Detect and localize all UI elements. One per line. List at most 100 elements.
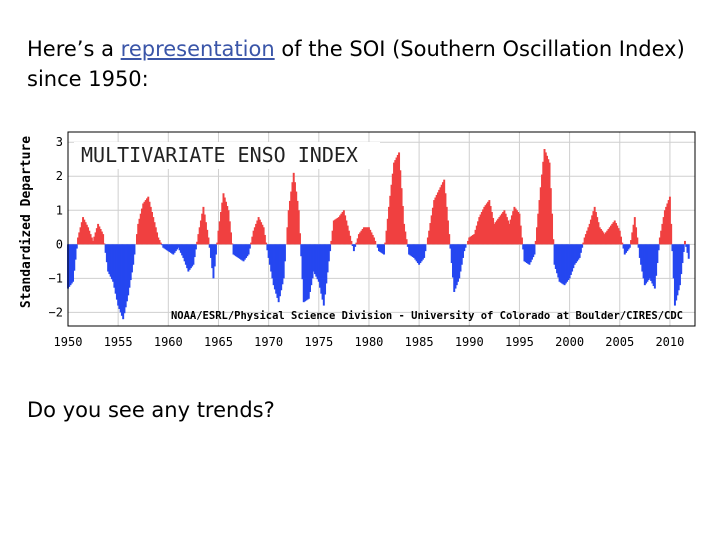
negative-index-bar bbox=[272, 244, 275, 286]
positive-index-bar bbox=[518, 213, 521, 245]
negative-index-bar bbox=[423, 244, 426, 258]
negative-index-bar bbox=[563, 244, 566, 286]
negative-index-bar bbox=[306, 244, 309, 300]
negative-index-bar bbox=[640, 244, 643, 265]
negative-index-bar bbox=[643, 244, 646, 286]
positive-index-bar bbox=[436, 192, 439, 245]
positive-index-bar bbox=[400, 188, 403, 245]
positive-index-bar bbox=[138, 218, 141, 245]
positive-index-bar bbox=[372, 237, 375, 245]
positive-index-bar bbox=[484, 205, 487, 245]
positive-index-bar bbox=[342, 210, 345, 245]
positive-index-bar bbox=[586, 230, 589, 245]
positive-index-bar bbox=[494, 222, 497, 245]
negative-index-bar bbox=[458, 244, 461, 279]
negative-index-bar bbox=[568, 244, 571, 279]
representation-link[interactable]: representation bbox=[120, 37, 275, 61]
negative-index-bar bbox=[108, 244, 111, 275]
positive-index-bar bbox=[221, 202, 224, 245]
negative-index-bar bbox=[232, 244, 235, 255]
positive-index-bar bbox=[89, 234, 92, 245]
positive-index-bar bbox=[339, 215, 342, 245]
positive-index-bar bbox=[146, 198, 148, 245]
negative-index-bar bbox=[675, 244, 678, 301]
positive-index-bar bbox=[350, 240, 353, 245]
negative-index-bar bbox=[378, 244, 380, 252]
negative-index-bar bbox=[194, 244, 197, 250]
positive-index-bar bbox=[218, 221, 221, 245]
positive-index-bar bbox=[547, 159, 550, 245]
negative-index-bar bbox=[112, 244, 115, 282]
negative-index-bar bbox=[189, 244, 192, 269]
positive-index-bar bbox=[538, 200, 541, 245]
positive-index-bar bbox=[660, 230, 663, 245]
positive-index-bar bbox=[295, 191, 298, 245]
positive-index-bar bbox=[495, 220, 498, 245]
negative-index-bar bbox=[174, 244, 177, 252]
positive-index-bar bbox=[488, 200, 491, 245]
negative-index-bar bbox=[325, 244, 328, 284]
positive-index-bar bbox=[332, 220, 335, 245]
positive-index-bar bbox=[286, 227, 289, 245]
positive-index-bar bbox=[552, 239, 555, 245]
negative-index-bar bbox=[408, 244, 411, 255]
negative-index-bar bbox=[184, 244, 187, 265]
positive-index-bar bbox=[361, 229, 364, 245]
positive-index-bar bbox=[231, 243, 234, 245]
negative-index-bar bbox=[406, 244, 409, 247]
negative-index-bar bbox=[686, 244, 689, 253]
positive-index-bar bbox=[405, 239, 408, 245]
negative-index-bar bbox=[123, 244, 126, 314]
positive-index-bar bbox=[393, 162, 396, 245]
positive-index-bar bbox=[157, 237, 160, 245]
negative-index-bar bbox=[424, 244, 427, 252]
negative-index-bar bbox=[572, 244, 575, 269]
positive-index-bar bbox=[616, 225, 619, 245]
negative-index-bar bbox=[242, 244, 245, 262]
negative-index-bar bbox=[413, 244, 416, 258]
negative-index-bar bbox=[115, 244, 118, 300]
negative-index-bar bbox=[677, 244, 680, 291]
negative-index-bar bbox=[309, 244, 311, 292]
negative-index-bar bbox=[682, 244, 685, 252]
positive-index-bar bbox=[95, 228, 98, 245]
positive-index-bar bbox=[512, 211, 515, 245]
positive-index-bar bbox=[345, 220, 348, 245]
chart-title-background bbox=[74, 142, 380, 169]
positive-index-bar bbox=[601, 230, 604, 245]
positive-index-bar bbox=[490, 211, 493, 245]
negative-index-bar bbox=[183, 244, 186, 262]
x-tick-label: 2000 bbox=[555, 335, 584, 349]
negative-index-bar bbox=[182, 244, 185, 258]
positive-index-bar bbox=[548, 162, 551, 245]
positive-index-bar bbox=[203, 214, 206, 245]
negative-index-bar bbox=[625, 244, 628, 253]
negative-index-bar bbox=[178, 244, 181, 251]
positive-index-bar bbox=[217, 230, 220, 245]
chart-ticks: 1950 1955 1960 1965 1970 1975 1980 1985 1990 1995… bbox=[49, 135, 685, 349]
y-tick-label: 2 bbox=[56, 169, 63, 183]
negative-index-bar bbox=[562, 244, 565, 285]
positive-index-bar bbox=[507, 220, 510, 245]
negative-index-bar bbox=[554, 244, 557, 269]
negative-index-bar bbox=[314, 244, 317, 275]
negative-index-bar bbox=[531, 244, 533, 260]
positive-index-bar bbox=[335, 218, 338, 245]
positive-index-bar bbox=[598, 227, 601, 245]
positive-index-bar bbox=[362, 227, 365, 245]
positive-index-bar bbox=[384, 242, 387, 245]
enso-chart: 1950 1955 1960 1965 1970 1975 1980 1985 1990 1995… bbox=[19, 131, 696, 349]
negative-index-bar bbox=[120, 244, 123, 316]
positive-index-bar bbox=[144, 200, 147, 245]
positive-index-bar bbox=[544, 152, 547, 245]
positive-index-bar bbox=[396, 154, 399, 245]
positive-index-bar bbox=[250, 242, 253, 245]
negative-index-bar bbox=[459, 244, 462, 272]
positive-index-bar bbox=[608, 227, 611, 245]
negative-index-bar bbox=[638, 244, 641, 258]
positive-index-bar bbox=[225, 201, 227, 245]
negative-index-bar bbox=[414, 244, 417, 260]
negative-index-bar bbox=[124, 244, 127, 308]
negative-index-bar bbox=[310, 244, 313, 286]
negative-index-bar bbox=[529, 244, 532, 263]
